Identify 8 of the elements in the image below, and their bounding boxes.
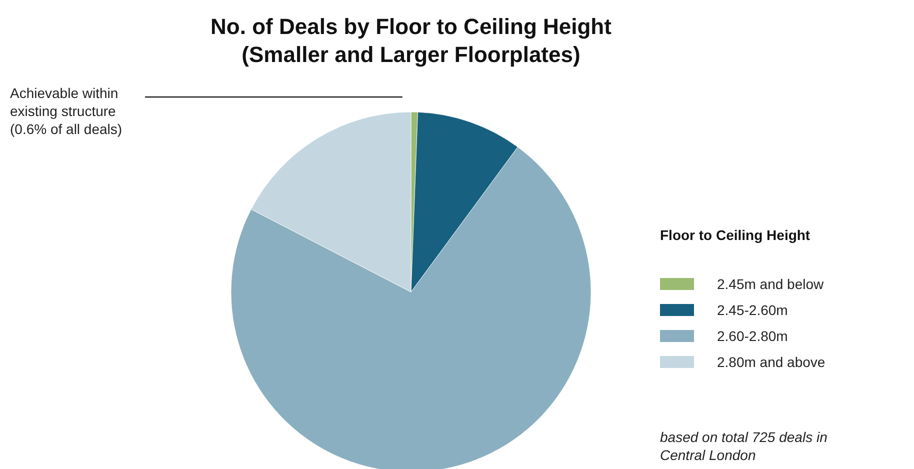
text: based on total 725 deals in Central London — [660, 429, 828, 463]
chart-title: No. of Deals by Floor to Ceiling Height (Smaller and Larger Floorplates) — [210, 14, 612, 67]
legend-label: 2.45m and below — [717, 276, 825, 292]
legend-title: Floor to Ceiling Height — [660, 227, 810, 243]
legend-label: 2.80m and above — [717, 354, 826, 370]
legend-label: 2.45-2.60m — [717, 302, 788, 318]
legend-label: 2.60-2.80m — [717, 328, 788, 344]
text: Achievable within existing structure (0.6% of all deals) — [10, 85, 122, 137]
